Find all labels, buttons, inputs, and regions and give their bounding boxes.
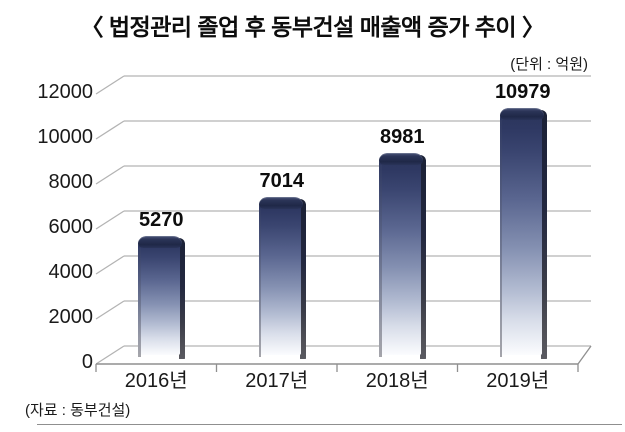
bar-body bbox=[258, 197, 301, 355]
floor-right-edge bbox=[577, 345, 592, 365]
bar-left-edge bbox=[499, 120, 503, 357]
y-axis-tick-label: 12000 bbox=[37, 81, 93, 103]
gridline-depth-connector bbox=[95, 120, 125, 140]
chart-title: 〈 법정관리 졸업 후 동부건설 매출액 증가 추이 〉 bbox=[80, 14, 545, 40]
gridline-depth-connector bbox=[95, 255, 125, 275]
gridline-depth-connector bbox=[95, 300, 125, 320]
bar-2016년 bbox=[138, 236, 186, 359]
x-axis-category-label: 2019년 bbox=[486, 370, 550, 392]
gridline-depth-connector bbox=[95, 210, 125, 230]
gridline-depth-connector bbox=[95, 75, 125, 95]
bar-left-edge bbox=[379, 165, 382, 357]
x-axis-category-label: 2016년 bbox=[124, 370, 188, 392]
bar-value-label: 8981 bbox=[380, 126, 425, 148]
y-axis-tick-label: 10000 bbox=[37, 126, 93, 148]
bar-body bbox=[138, 236, 181, 355]
y-axis-tick-label: 4000 bbox=[48, 261, 94, 283]
y-axis-tick-label: 6000 bbox=[48, 216, 94, 238]
x-axis-category-label: 2018년 bbox=[365, 370, 429, 392]
bar-side-shadow bbox=[420, 155, 427, 359]
bar-left-edge bbox=[258, 209, 262, 357]
bar-2018년 bbox=[379, 153, 427, 359]
bar-left-edge bbox=[138, 248, 141, 357]
source-label: (자료 : 동부건설) bbox=[25, 402, 131, 419]
unit-label: (단위 : 억원) bbox=[510, 56, 588, 73]
bar-value-label: 10979 bbox=[494, 81, 551, 103]
bar-2019년 bbox=[499, 108, 547, 359]
bar-value-label: 5270 bbox=[139, 209, 184, 231]
bottom-divider bbox=[37, 424, 622, 425]
y-axis-tick-label: 0 bbox=[81, 351, 93, 373]
bar-top-cap bbox=[499, 108, 544, 120]
bar-2017년 bbox=[258, 197, 306, 359]
bar-top-cap bbox=[379, 153, 424, 165]
bar-side-shadow bbox=[299, 199, 306, 359]
bar-top-cap bbox=[258, 197, 303, 209]
gridline-depth-connector bbox=[95, 165, 125, 185]
bar-top-cap bbox=[138, 236, 183, 248]
y-axis-tick-label: 8000 bbox=[48, 171, 94, 193]
bar-side-shadow bbox=[540, 110, 547, 359]
bar-body bbox=[379, 153, 422, 355]
gridline-depth-connector bbox=[95, 345, 125, 365]
bar-body bbox=[499, 108, 542, 355]
bar-value-label: 7014 bbox=[259, 170, 305, 192]
bar-side-shadow bbox=[179, 238, 186, 359]
y-axis-tick-label: 2000 bbox=[48, 306, 94, 328]
x-axis-category-label: 2017년 bbox=[245, 370, 309, 392]
